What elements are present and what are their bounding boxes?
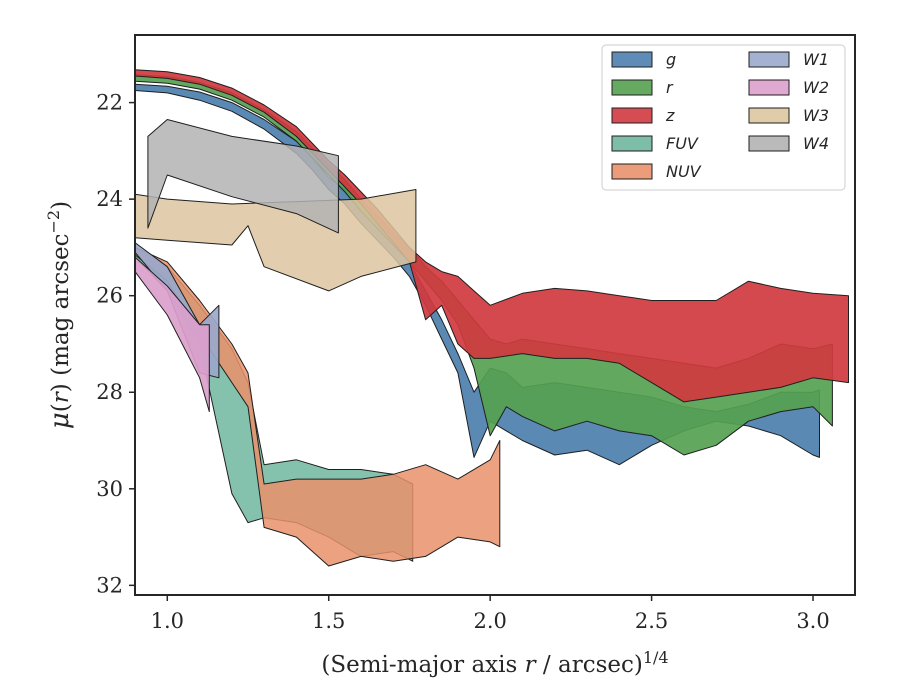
y-tick-label: 26 (96, 284, 123, 308)
legend-label-nuv: NUV (666, 162, 702, 181)
x-tick-label: 2.0 (473, 609, 506, 633)
y-tick-label: 32 (96, 573, 123, 597)
legend-swatch-w2 (748, 79, 790, 96)
band-w4 (147, 119, 339, 234)
band-nuv (135, 246, 501, 567)
plot-frame (134, 34, 856, 596)
x-tick-label: 1.0 (151, 609, 184, 633)
legend-swatch-w3 (748, 107, 790, 124)
band-w2 (135, 256, 210, 413)
legend-swatch-fuv (611, 135, 653, 152)
y-tick-label: 30 (96, 477, 123, 501)
x-tick-label: 3.0 (796, 609, 829, 633)
legend-swatch-w1 (748, 51, 790, 68)
legend-swatch-z (611, 107, 653, 124)
legend-label-g: g (666, 50, 676, 69)
legend-label-r: r (666, 78, 674, 97)
legend-label-z: z (665, 106, 675, 125)
y-axis-label: μ(r) (mag arcsec−2) (44, 201, 76, 429)
legend-label-w3: W3 (803, 106, 829, 125)
legend-swatch-g (611, 51, 653, 68)
legend-swatch-r (611, 79, 653, 96)
y-tick-label: 24 (96, 187, 123, 211)
legend-swatch-nuv (611, 163, 653, 180)
legend-label-fuv: FUV (666, 134, 699, 153)
x-axis: 1.0 1.5 2.0 2.5 3.0 (151, 595, 830, 633)
band-w3 (135, 189, 417, 292)
legend: grz FUV NUV W1 W2 W3 W4 (601, 44, 846, 191)
y-tick-label: 22 (96, 91, 123, 115)
x-tick-label: 1.5 (312, 609, 345, 633)
series-bands (135, 69, 849, 567)
legend-label-w1: W1 (803, 50, 829, 69)
x-tick-label: 2.5 (635, 609, 668, 633)
x-axis-label: (Semi-major axis r / arcsec)1/4 (321, 648, 668, 679)
legend-swatch-w4 (748, 135, 790, 152)
y-axis: 22 24 26 28 30 32 (96, 91, 135, 597)
legend-label-w2: W2 (803, 78, 829, 97)
y-tick-label: 28 (96, 380, 123, 404)
legend-label-w4: W4 (803, 134, 829, 153)
